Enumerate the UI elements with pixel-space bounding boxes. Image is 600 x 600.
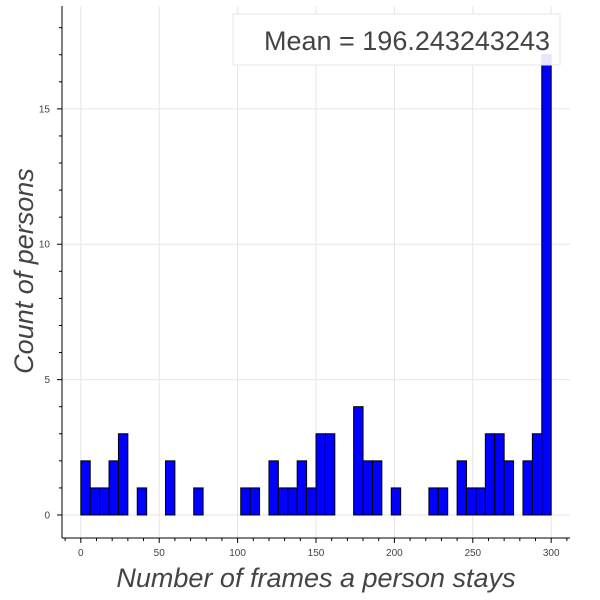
y-tick-label: 0 [44, 510, 50, 521]
histogram-bar [287, 487, 298, 516]
y-tick-label: 15 [39, 104, 51, 115]
histogram-bar [108, 460, 119, 516]
histogram-bar [193, 487, 204, 516]
histogram-bar [522, 460, 533, 516]
histogram-bar [503, 460, 515, 516]
histogram-bar [362, 460, 373, 516]
y-axis-title: Count of persons [9, 168, 39, 374]
histogram-bar [353, 406, 364, 516]
histogram-bar [306, 487, 317, 516]
histogram-bar [99, 487, 110, 516]
mean-annotation: Mean = 196.243243243 [264, 26, 550, 56]
x-tick-label: 150 [308, 548, 325, 559]
x-tick-label: 0 [78, 548, 84, 559]
histogram-bar [437, 487, 449, 516]
legend-background [232, 13, 561, 66]
x-axis-title: Number of frames a person stays [116, 563, 515, 593]
x-tick-label: 200 [386, 548, 403, 559]
x-tick-label: 300 [543, 548, 560, 559]
histogram-bar [117, 433, 129, 516]
y-axis: 0 5 10 15 [39, 6, 63, 538]
y-tick-label: 10 [39, 240, 51, 251]
histogram-bar [89, 487, 101, 516]
histogram-bar [541, 54, 552, 516]
x-axis: 0 50 100 150 200 250 300 [62, 537, 570, 559]
histogram-bar [428, 487, 439, 516]
histogram-bar [164, 460, 176, 516]
legend-box: Mean = 196.243243243 [232, 13, 561, 66]
histogram-bar [296, 460, 308, 516]
y-tick-label: 5 [44, 375, 50, 386]
histogram-bar [466, 487, 477, 516]
histogram-bar [456, 460, 468, 516]
x-tick-label: 250 [464, 548, 481, 559]
histogram-bar [484, 433, 496, 516]
histogram-bar [531, 433, 543, 516]
histogram-bar [315, 433, 326, 516]
histogram-bar [475, 487, 486, 516]
x-tick-label: 100 [229, 548, 246, 559]
histogram-bar [324, 433, 336, 516]
x-tick-label: 50 [154, 548, 166, 559]
bars [80, 54, 552, 516]
histogram-bar [494, 433, 505, 516]
histogram-bar [277, 487, 289, 516]
histogram-bar [371, 460, 383, 516]
histogram-bar [390, 487, 402, 516]
histogram-bar [268, 460, 279, 516]
histogram-bar [240, 487, 251, 516]
histogram-bar [136, 487, 148, 516]
histogram-bar [249, 487, 261, 516]
histogram-bar [80, 460, 91, 516]
